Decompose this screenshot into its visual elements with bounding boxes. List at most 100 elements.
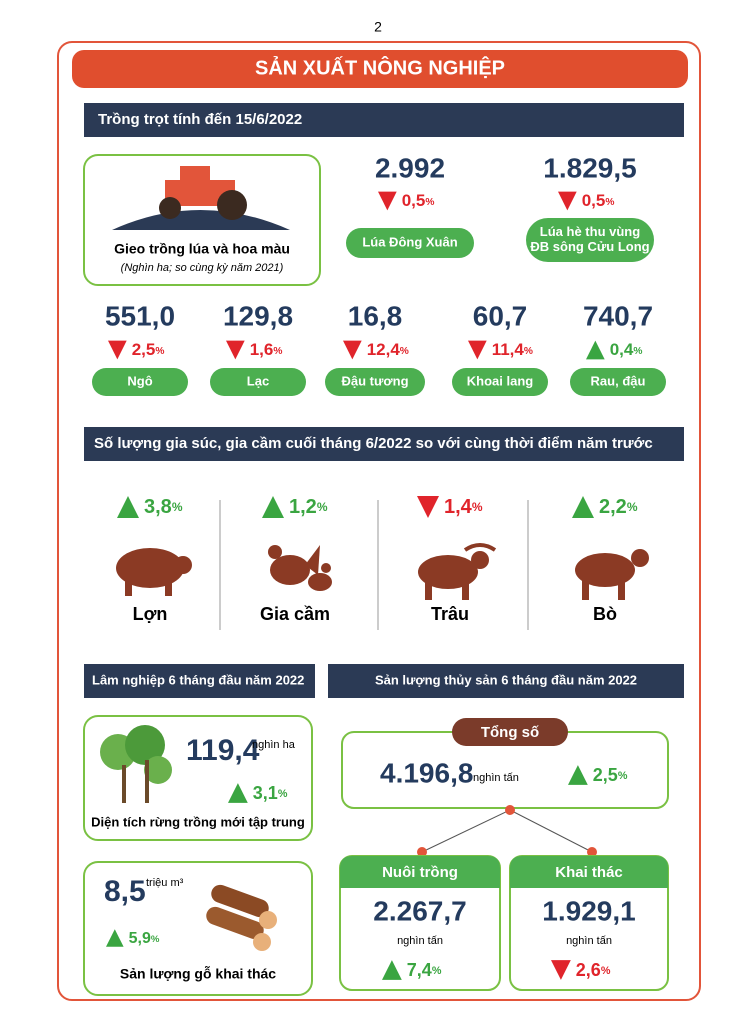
- pill: [92, 368, 188, 396]
- change-text: 1,4%: [444, 496, 483, 518]
- change-unit: %: [425, 197, 434, 208]
- section-heading: Số lượng gia súc, gia cầm cuối tháng 6/2…: [94, 435, 653, 452]
- change-text: 2,5%: [132, 340, 165, 359]
- animal-name: Trâu: [431, 604, 469, 624]
- change-value: 2,5: [593, 765, 618, 785]
- change-value: 1,6: [250, 340, 274, 359]
- pill: [570, 368, 666, 396]
- cow-icon: [575, 549, 649, 600]
- change-text: 1,6%: [250, 340, 283, 359]
- pill-text: Rau, đậu: [591, 373, 646, 388]
- arrow-up: [586, 340, 605, 360]
- crop-value: 129,8: [223, 300, 293, 331]
- change-text: 0,4%: [610, 340, 643, 359]
- change-value: 1,2: [289, 496, 317, 518]
- change-unit: %: [524, 346, 533, 357]
- arrow-up: [572, 496, 594, 518]
- crop-value: 740,7: [583, 300, 653, 331]
- pill-text: Ngô: [127, 373, 152, 388]
- tractor-icon: [112, 166, 290, 230]
- change-unit: %: [618, 770, 628, 782]
- node-dot: [587, 847, 597, 857]
- pill-text: Lúa Đông Xuân: [362, 234, 457, 249]
- change-value: 2,5: [132, 340, 156, 359]
- arrow-up: [382, 960, 402, 980]
- timber-unit: triệu m³: [146, 877, 184, 889]
- change-text: 2,5%: [593, 765, 628, 785]
- connectors: [421, 809, 593, 853]
- crop-note: (Nghìn ha; so cùng kỳ năm 2021): [121, 262, 284, 274]
- section-heading: Sản lượng thủy sản 6 tháng đầu năm 2022: [375, 672, 637, 687]
- change-value: 0,4: [610, 340, 634, 359]
- title: SẢN XUẤT NÔNG NGHIỆP: [255, 55, 505, 79]
- node-dot: [417, 847, 427, 857]
- section-bar: [84, 664, 315, 698]
- change-value: 1,4: [444, 496, 473, 518]
- arrow-down: [558, 191, 577, 211]
- logs-icon: [206, 884, 277, 951]
- crop-value: 16,8: [348, 300, 403, 331]
- change-value: 2,6: [576, 960, 601, 980]
- change-text: 0,5%: [582, 191, 615, 210]
- change-text: 2,2%: [599, 496, 638, 518]
- part-unit: nghìn tấn: [566, 935, 612, 947]
- arrow-down: [343, 340, 362, 360]
- change-unit: %: [472, 500, 483, 514]
- crop-value: 1.829,5: [543, 152, 636, 183]
- node-dot: [505, 805, 515, 815]
- trees-icon: [100, 725, 172, 803]
- pig-icon: [116, 548, 192, 596]
- arrow-down: [551, 960, 571, 980]
- crop-value: 2.992: [375, 152, 445, 183]
- change-unit: %: [172, 500, 183, 514]
- change-unit: %: [627, 500, 638, 514]
- part-label: Nuôi trồng: [382, 864, 458, 881]
- animal-name: Gia cầm: [260, 604, 330, 624]
- arrow-down: [226, 340, 245, 360]
- part-unit: nghìn tấn: [397, 935, 443, 947]
- pill-text: Lúa hè thu vùng: [540, 224, 640, 239]
- change-text: 3,8%: [144, 496, 183, 518]
- timber-box: [83, 861, 313, 996]
- change-unit: %: [155, 346, 164, 357]
- poultry-icon: [268, 545, 332, 591]
- crop-value: 60,7: [473, 300, 528, 331]
- change-text: 2,6%: [576, 960, 611, 980]
- title-banner: [72, 50, 688, 88]
- change-unit: %: [151, 934, 160, 945]
- arrow-up: [117, 496, 139, 518]
- change-value: 2,2: [599, 496, 627, 518]
- change-text: 7,4%: [407, 960, 442, 980]
- arrow-down: [378, 191, 397, 211]
- total-pill: [452, 718, 568, 746]
- arrow-up: [262, 496, 284, 518]
- change-value: 11,4: [492, 340, 525, 359]
- arrow-down: [468, 340, 487, 360]
- crop-box: [83, 154, 321, 286]
- change-text: 1,2%: [289, 496, 328, 518]
- pill-text: ĐB sông Cửu Long: [530, 239, 649, 254]
- part-value: 2.267,7: [373, 895, 466, 926]
- page-number: 2: [374, 19, 382, 35]
- change-value: 3,1: [253, 783, 278, 803]
- crop-label: Gieo trồng lúa và hoa màu: [114, 241, 290, 257]
- crop-value: 551,0: [105, 300, 175, 331]
- pill: [210, 368, 306, 396]
- part-header: [510, 856, 668, 888]
- frame: [57, 41, 701, 1001]
- change-unit: %: [432, 965, 442, 977]
- pill-text: Lạc: [247, 373, 269, 388]
- arrow-down: [417, 496, 439, 518]
- forest-value: 119,4: [186, 734, 260, 767]
- change-text: 11,4%: [492, 340, 533, 359]
- change-unit: %: [400, 346, 409, 357]
- timber-caption: Sản lượng gỗ khai thác: [120, 966, 276, 982]
- forest-unit: nghìn ha: [252, 739, 296, 751]
- pill: [325, 368, 425, 396]
- change-value: 7,4: [407, 960, 432, 980]
- total-unit: nghìn tấn: [473, 772, 519, 784]
- part-header: [340, 856, 500, 888]
- change-text: 0,5%: [402, 191, 435, 210]
- change-unit: %: [273, 346, 282, 357]
